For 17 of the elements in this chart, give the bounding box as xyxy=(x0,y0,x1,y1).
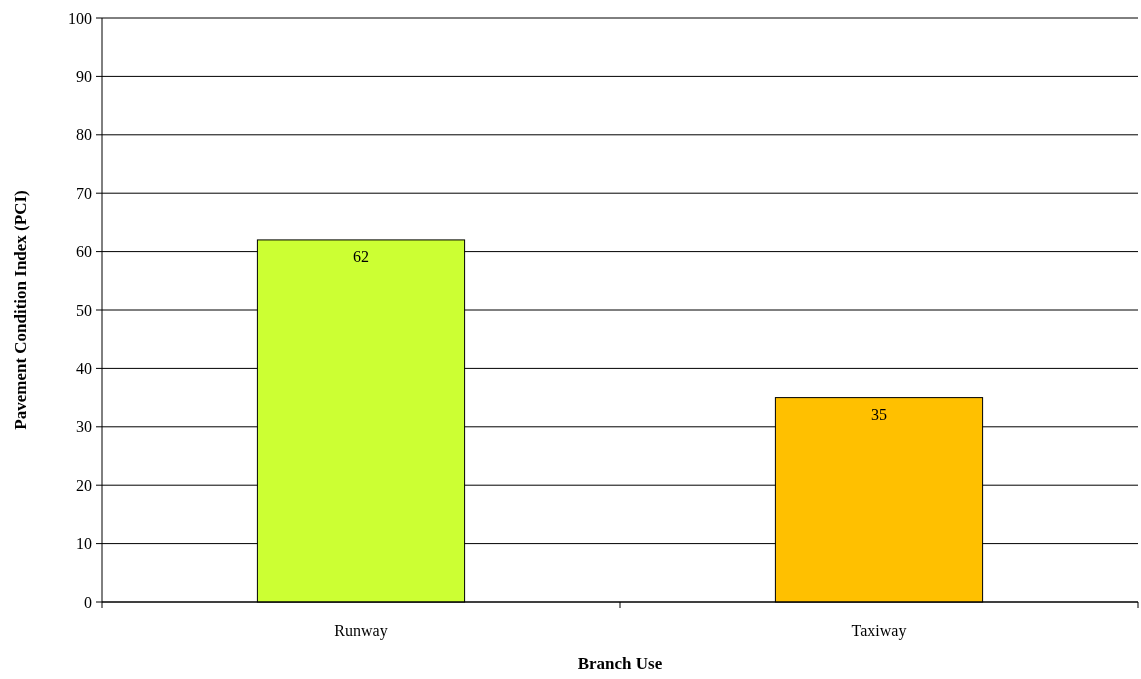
y-tick-label: 30 xyxy=(76,418,92,436)
data-label: 62 xyxy=(353,247,369,265)
x-tick-label: Taxiway xyxy=(851,622,907,640)
y-tick-label: 80 xyxy=(76,126,92,144)
y-tick-label: 60 xyxy=(76,243,92,261)
data-label: 35 xyxy=(871,405,887,423)
y-tick-label: 10 xyxy=(76,535,92,553)
x-tick-label: Runway xyxy=(334,622,388,640)
y-tick-label: 40 xyxy=(76,360,92,377)
y-tick-label: 100 xyxy=(68,9,92,27)
x-axis-title: Branch Use xyxy=(577,654,663,673)
y-tick-label: 70 xyxy=(76,184,92,202)
y-tick-label: 50 xyxy=(76,301,92,319)
y-tick-label: 0 xyxy=(84,593,92,611)
y-axis-title: Pavement Condition Index (PCI) xyxy=(11,190,30,430)
y-tick-label: 20 xyxy=(76,476,92,494)
y-tick-label: 90 xyxy=(76,68,92,85)
